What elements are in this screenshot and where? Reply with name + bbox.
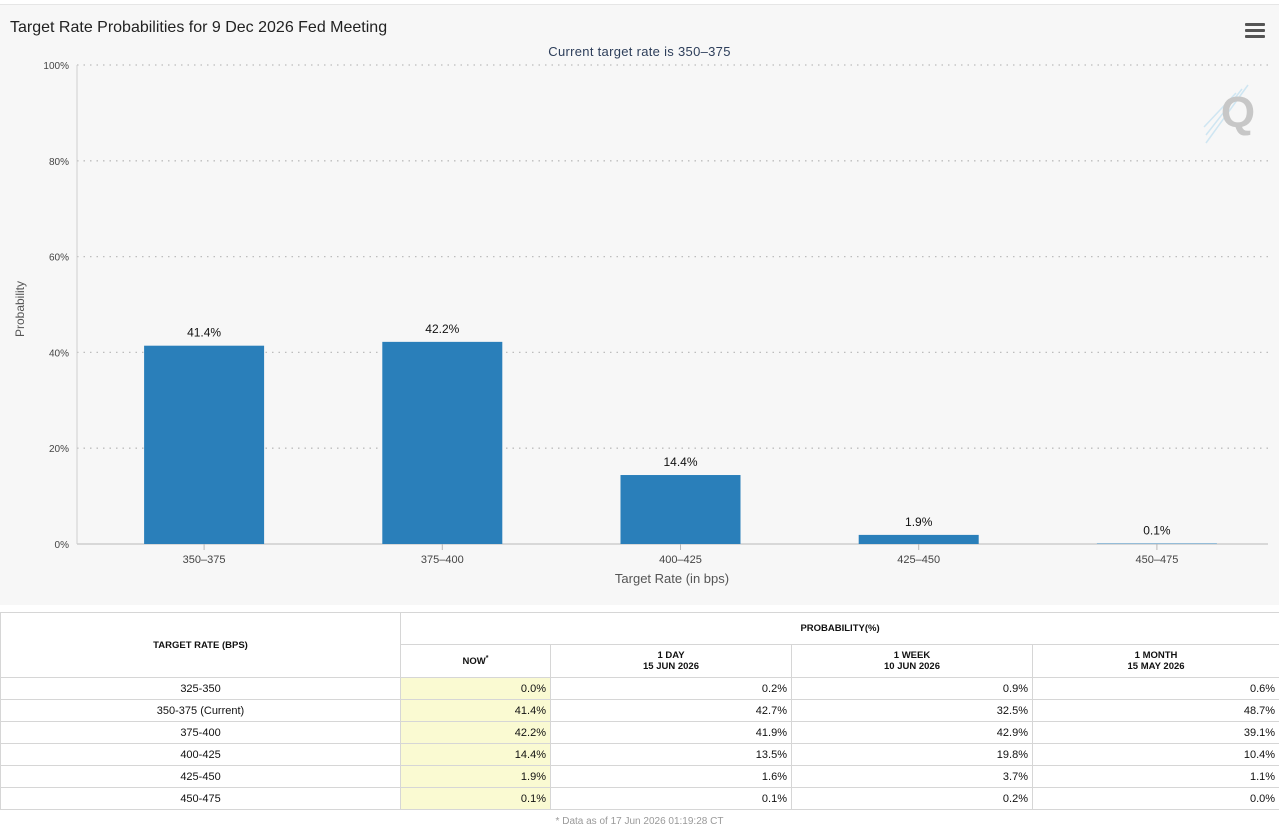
one-month-cell: 1.1% [1031,765,1279,788]
bar-data-label: 0.1% [1143,524,1171,538]
now-cell: 1.9% [400,765,551,788]
y-tick-label: 80% [49,157,69,168]
chart-subtitle: Current target rate is 350–375 [548,44,731,59]
bar-data-label: 1.9% [905,515,933,529]
probability-table-wrap: TARGET RATE (BPS) PROBABILITY(%) NOW* 1 D… [0,612,1279,810]
one-month-cell: 48.7% [1031,699,1279,722]
target-rate-header: TARGET RATE (BPS) [0,612,401,678]
bar-data-label: 41.4% [187,326,221,340]
top-strip [0,0,1279,5]
y-tick-label: 100% [43,61,69,72]
one-week-cell: 3.7% [791,765,1033,788]
column-header: 1 DAY 15 JUN 2026 [550,644,792,678]
hamburger-menu-icon[interactable] [1245,23,1265,39]
table-row: 425-450 1.9% 1.6% 3.7% 1.1% [0,765,1279,788]
table-body: 325-350 0.0% 0.2% 0.9% 0.6% 350-375 (Current)… [0,677,1279,810]
one-week-cell: 0.2% [791,787,1033,810]
now-cell: 0.0% [400,677,551,700]
one-month-cell: 10.4% [1031,743,1279,766]
table-row: 400-425 14.4% 13.5% 19.8% 10.4% [0,743,1279,766]
y-tick-label: 20% [49,444,69,455]
chart-title: Target Rate Probabilities for 9 Dec 2026… [10,19,388,36]
data-timestamp-footnote: * Data as of 17 Jun 2026 01:19:28 CT [555,816,724,827]
one-day-cell: 0.1% [550,787,792,810]
column-header-date: 15 JUN 2026 [643,661,699,672]
x-tick-label: 425–450 [897,554,940,566]
logo-letter: Q [1221,88,1255,137]
probability-header: PROBABILITY(%) [399,612,1279,645]
one-month-cell: 39.1% [1031,721,1279,744]
footnote-marker: * [485,654,489,662]
one-day-cell: 0.2% [550,677,792,700]
rate-cell: 425-450 [0,765,401,788]
now-cell: 0.1% [400,787,551,810]
column-header-title: NOW [462,656,486,668]
x-tick-label: 350–375 [183,554,226,566]
x-tick-label: 375–400 [421,554,464,566]
one-day-cell: 13.5% [550,743,792,766]
rate-cell: 350-375 (Current) [0,699,401,722]
table-row: 350-375 (Current) 41.4% 42.7% 32.5% 48.7% [0,699,1279,722]
column-header-row: NOW* 1 DAY 15 JUN 2026 1 WEEK 10 JUN 2026 1 M… [1,644,1279,678]
y-tick-label: 0% [55,540,70,551]
y-tick-label: 40% [49,348,69,359]
rate-cell: 400-425 [0,743,401,766]
quikstrike-logo-icon: Q [1203,84,1255,144]
x-tick-label: 450–475 [1135,554,1178,566]
column-header: 1 WEEK 10 JUN 2026 [791,644,1033,678]
column-header-date: 15 MAY 2026 [1127,661,1185,672]
one-week-cell: 19.8% [791,743,1033,766]
bar[interactable] [858,534,979,544]
one-week-cell: 42.9% [791,721,1033,744]
column-header-line1: 1 WEEK [796,650,1028,661]
one-day-cell: 41.9% [550,721,792,744]
one-week-cell: 32.5% [791,699,1033,722]
column-header-title: 1 DAY [657,650,685,661]
probability-table: TARGET RATE (BPS) PROBABILITY(%) NOW* 1 D… [0,612,1279,810]
column-header-line1: 1 DAY [555,650,787,661]
rate-cell: 375-400 [0,721,401,744]
column-header-line1: 1 MONTH [1037,650,1275,661]
one-month-cell: 0.6% [1031,677,1279,700]
rate-cell: 450-475 [0,787,401,810]
table-row: 450-475 0.1% 0.1% 0.2% 0.0% [0,787,1279,810]
table-row: 325-350 0.0% 0.2% 0.9% 0.6% [0,677,1279,700]
y-tick-label: 60% [49,253,69,264]
column-header-line1: NOW* [405,655,546,667]
y-axis-label: Probability [13,281,27,337]
column-header: NOW* [400,644,551,678]
now-cell: 41.4% [400,699,551,722]
one-month-cell: 0.0% [1031,787,1279,810]
bar[interactable] [620,475,741,544]
bar-data-label: 14.4% [663,455,697,469]
x-tick-label: 400–425 [659,554,702,566]
rate-cell: 325-350 [0,677,401,700]
one-day-cell: 42.7% [550,699,792,722]
now-cell: 14.4% [400,743,551,766]
bar[interactable] [144,345,265,544]
bar[interactable] [382,341,503,544]
bar-chart: 0% 20% 40% 60% 80% 100% 41.4% 42.2% 14.4% 1.9% 0.… [13,61,1268,586]
chart-panel: 0% 20% 40% 60% 80% 100% 41.4% 42.2% 14.4% 1.9% 0.… [0,5,1279,605]
column-header-title: 1 WEEK [893,650,931,661]
column-header: 1 MONTH 15 MAY 2026 [1031,644,1279,678]
column-header-title: 1 MONTH [1134,650,1178,661]
bar-data-label: 42.2% [425,322,459,336]
x-axis-label: Target Rate (in bps) [615,571,729,586]
one-day-cell: 1.6% [550,765,792,788]
column-header-date: 10 JUN 2026 [884,661,940,672]
one-week-cell: 0.9% [791,677,1033,700]
now-cell: 42.2% [400,721,551,744]
table-row: 375-400 42.2% 41.9% 42.9% 39.1% [0,721,1279,744]
